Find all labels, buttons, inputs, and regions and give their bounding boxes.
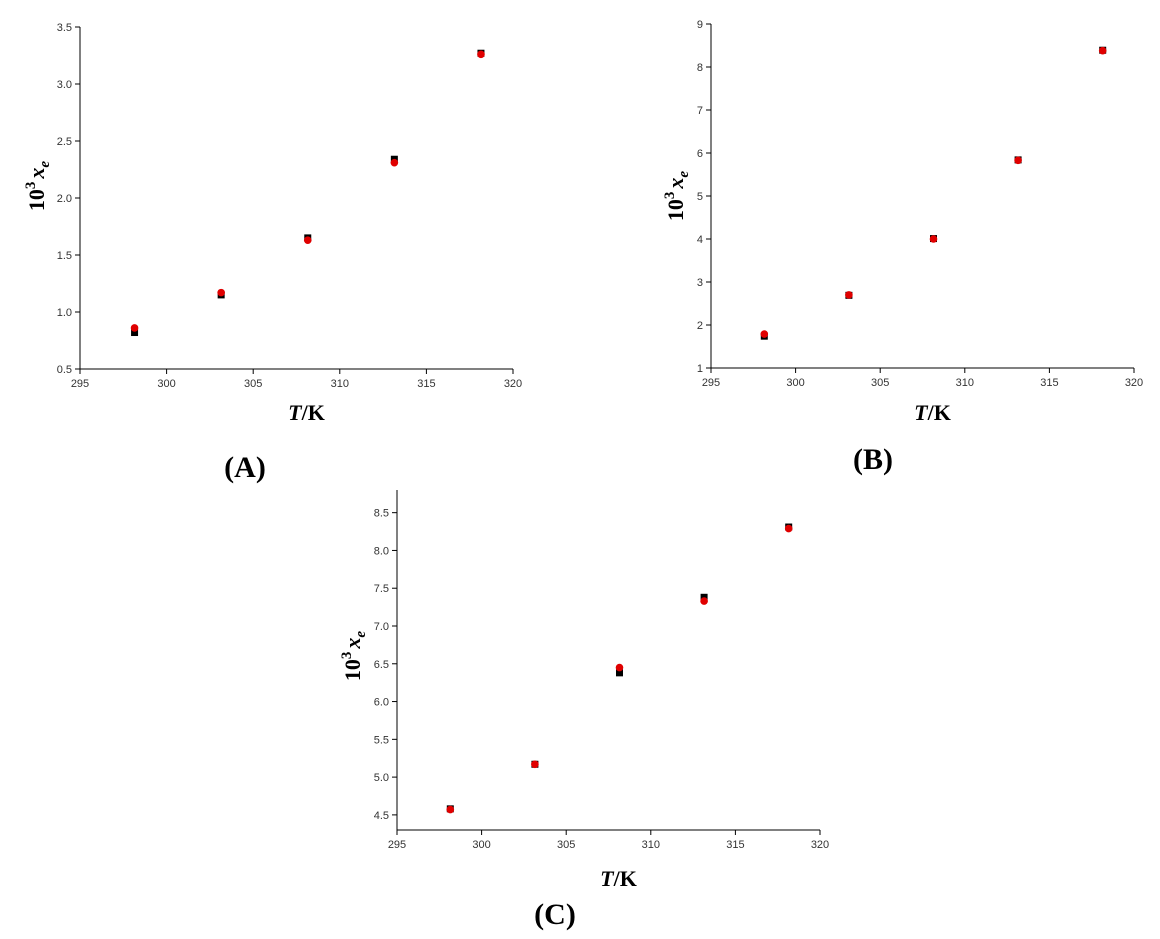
panel-label: (B) [853, 443, 893, 476]
y-tick-label: 5.0 [374, 772, 389, 784]
y-axis-title-base: 10 [340, 659, 365, 681]
y-axis-title-variable: x [24, 168, 49, 180]
panel-label: (C) [534, 898, 576, 931]
x-tick-label: 320 [811, 839, 829, 851]
y-tick-label: 0.5 [57, 364, 72, 376]
y-tick-label: 2.5 [57, 136, 72, 148]
x-tick-label: 305 [871, 377, 889, 389]
x-tick-label: 310 [642, 839, 660, 851]
data-point-circle [615, 663, 624, 672]
data-point-circle [1098, 46, 1107, 55]
x-tick-label: 300 [157, 378, 175, 390]
panel-label: (A) [224, 451, 266, 484]
y-tick-label: 3.0 [57, 79, 72, 91]
y-tick-label: 5 [697, 191, 703, 203]
y-tick-label: 4.5 [374, 810, 389, 822]
x-tick-label: 295 [702, 377, 720, 389]
data-point-circle [1014, 156, 1022, 165]
y-axis-title-base: 10 [663, 199, 688, 221]
y-axis-title-exponent: 3 [23, 182, 39, 190]
data-point-square [615, 669, 623, 677]
data-point-circle [130, 324, 139, 332]
x-axis-title: T/K [914, 400, 951, 425]
y-tick-label: 1.0 [57, 307, 72, 319]
data-point-circle [217, 288, 225, 297]
y-axis-title-base: 10 [24, 189, 49, 211]
y-axis-title: 103 xe [339, 631, 369, 682]
x-axis-title-italic: T [600, 866, 615, 891]
y-tick-label: 3.5 [57, 22, 72, 34]
y-tick-label: 4 [697, 234, 703, 246]
x-tick-label: 310 [956, 377, 974, 389]
chart-panel-3: 295 300 305 310 315 320 4.5 5.0 5.5 6.0 6.5 7.0 7.5 8… [339, 490, 829, 931]
y-axis-title-exponent: 3 [339, 652, 355, 660]
x-axis-title: T/K [600, 866, 637, 891]
x-tick-label: 315 [417, 378, 435, 390]
y-tick-label: 7.0 [374, 621, 389, 633]
y-axis-title-variable: x [340, 638, 365, 650]
chart-panel-1: 295 300 305 310 315 320 0.5 1.0 1.5 2.0 2.5 3.0 3.5 T… [23, 22, 522, 484]
data-point-circle [446, 805, 455, 814]
y-tick-label: 5.5 [374, 734, 389, 746]
x-axis-title-italic: T [914, 400, 929, 425]
x-tick-label: 305 [244, 378, 262, 390]
y-tick-label: 7 [697, 105, 703, 117]
x-axis-title-unit: /K [927, 400, 951, 425]
x-tick-label: 320 [504, 378, 522, 390]
x-axis-title-unit: /K [301, 400, 325, 425]
y-axis-title-subscript: e [37, 161, 53, 168]
y-tick-label: 1.5 [57, 250, 72, 262]
y-tick-label: 6.0 [374, 697, 389, 709]
data-point-circle [760, 330, 769, 338]
data-point-circle [784, 524, 793, 533]
data-point-square [131, 329, 139, 337]
y-axis-title-subscript: e [353, 631, 369, 638]
x-axis-title-unit: /K [613, 866, 637, 891]
y-tick-label: 9 [697, 19, 703, 31]
x-tick-label: 320 [1125, 377, 1143, 389]
x-axis-title: T/K [288, 400, 325, 425]
data-point-circle [929, 235, 938, 243]
y-tick-label: 8.0 [374, 545, 389, 557]
data-point-circle [845, 291, 853, 299]
x-tick-label: 305 [557, 839, 575, 851]
data-point-circle [700, 597, 708, 605]
x-tick-label: 315 [1040, 377, 1058, 389]
y-tick-label: 6 [697, 148, 703, 160]
y-axis-title: 103 xe [23, 161, 53, 212]
y-axis-title-exponent: 3 [662, 192, 678, 200]
y-tick-label: 3 [697, 277, 703, 289]
y-axis-title-subscript: e [676, 171, 692, 178]
x-tick-label: 310 [331, 378, 349, 390]
y-tick-label: 2.0 [57, 193, 72, 205]
data-point-circle [303, 236, 312, 244]
y-tick-label: 6.5 [374, 659, 389, 671]
y-tick-label: 8 [697, 62, 703, 74]
x-axis-title-italic: T [288, 400, 303, 425]
y-tick-label: 1 [697, 363, 703, 375]
data-point-circle [531, 760, 539, 769]
data-point-circle [477, 50, 485, 59]
x-tick-label: 300 [472, 839, 490, 851]
data-point-circle [390, 158, 399, 167]
y-tick-label: 7.5 [374, 583, 389, 595]
y-axis-title-variable: x [663, 178, 688, 190]
y-tick-label: 8.5 [374, 508, 389, 520]
x-tick-label: 315 [726, 839, 744, 851]
x-tick-label: 295 [71, 378, 89, 390]
x-tick-label: 300 [786, 377, 804, 389]
y-tick-label: 2 [697, 320, 703, 332]
y-axis-title: 103 xe [662, 171, 692, 222]
x-tick-label: 295 [388, 839, 406, 851]
